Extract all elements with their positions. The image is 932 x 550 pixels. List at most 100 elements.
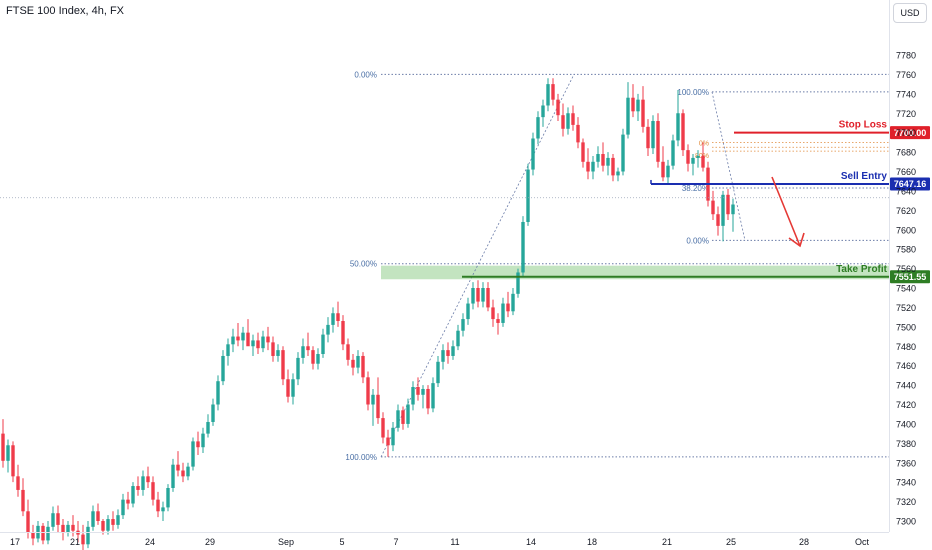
fib-level-label: 0.00% [686,236,709,245]
candle-body [651,121,655,149]
time-tick-label: 5 [339,537,344,547]
fib-trend-line [711,91,746,241]
candle-body [56,513,60,525]
candle-body [336,313,340,322]
candle-body [301,346,305,358]
candle-body [641,99,645,127]
candle-body [681,113,685,151]
candle-body [511,293,515,312]
candle-body [411,387,415,405]
candle-body [71,524,75,531]
candle-body [326,324,330,335]
candle-body [431,383,435,409]
price-axis[interactable]: 7300 7320 7340 7360 7380 7400 7420 7440 7460 7480… [889,0,917,532]
fib-trend-line [380,74,575,458]
candle-body [226,344,230,356]
price-tick-label: 7320 [896,497,916,507]
candle-body [66,524,70,533]
candle-body [151,482,155,500]
candle-body [566,113,570,129]
candle-body [606,157,610,166]
candle-body [231,336,235,345]
price-tick-label: 7740 [896,89,916,99]
candle-body [91,511,95,527]
sell-entry-price-tag [890,177,930,191]
stop-loss-label: Stop Loss [839,120,888,131]
price-tick-label: 7680 [896,148,916,158]
candle-body [316,354,320,364]
candle-body [396,410,400,428]
currency-button[interactable]: USD [893,3,927,23]
candle-body [671,140,675,166]
candle-body [621,134,625,172]
candle-body [291,379,295,397]
candle-body [451,346,455,356]
candle-body [436,361,440,384]
time-tick-label: 7 [393,537,398,547]
candle-body [266,336,270,343]
candle-body [166,487,170,508]
candle-body [206,421,210,434]
candle-body [121,499,125,516]
candle-body [556,99,560,116]
candle-body [486,288,490,308]
candle-body [461,319,465,331]
fib-level-label: 100.00% [677,88,709,97]
price-tick-label: 7700 [896,128,916,138]
candle-body [721,194,725,226]
chart-title: FTSE 100 Index, 4h, FX [6,5,125,17]
candle-body [441,350,445,362]
candle-body [491,307,495,320]
candle-body [466,303,470,320]
candle-body [131,486,135,504]
candle-body [456,330,460,347]
time-tick-label: 21 [70,537,80,547]
price-tick-label: 7540 [896,284,916,294]
candle-body [661,161,665,178]
candle-body [581,142,585,162]
candle-body [701,155,705,168]
candle-body [526,169,530,222]
time-tick-label: Oct [855,537,870,547]
candle-body [1,433,5,461]
candle-body [181,470,185,477]
candle-body [531,138,535,170]
candle-body [391,427,395,446]
candle-body [406,404,410,424]
time-axis[interactable]: 17 21 24 29 Sep 5 7 11 14 18 21 25 28 Oct [0,532,889,548]
candle-body [691,157,695,164]
candle-body [591,161,595,172]
stop-loss-price-tag [890,126,930,140]
candle-body [601,154,605,166]
price-tick-label: 7300 [896,517,916,527]
candle-body [471,288,475,304]
take-profit-label: Take Profit [836,264,888,275]
candle-body [561,115,565,129]
candle-body [666,165,670,178]
time-tick-label: 25 [726,537,736,547]
candle-body [636,99,640,112]
price-tick-label: 7560 [896,264,916,274]
candle-body [256,340,260,349]
candle-body [401,410,405,424]
time-tick-label: 29 [205,537,215,547]
trade-levels-layer: Stop Loss 7700.00 Sell Entry 7647.16 Take Pr… [0,120,930,284]
candle-body [111,519,115,525]
candle-body [41,525,45,541]
candle-body [361,355,365,378]
fib-level-label: 100.00% [345,453,377,462]
candle-body [686,150,690,164]
candle-body [586,161,590,172]
candle-body [726,194,730,215]
price-tick-label: 7760 [896,70,916,80]
fib-intermediate-label: 0% [699,140,709,147]
candle-body [271,342,275,356]
candle-body [141,476,145,490]
time-tick-label: Sep [278,537,294,547]
candle-body [46,526,50,541]
price-tick-label: 7720 [896,109,916,119]
fib-level-label: 38.20% [682,184,709,193]
candle-body [106,519,110,531]
candle-body [261,336,265,349]
